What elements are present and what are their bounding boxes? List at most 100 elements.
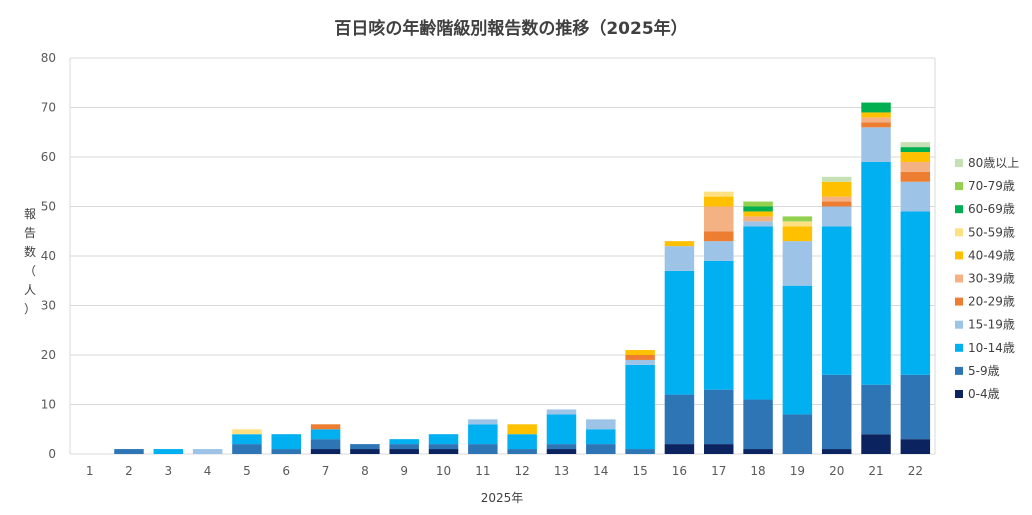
- y-axis-title-char: 報: [24, 207, 36, 221]
- y-tick-label: 40: [41, 249, 56, 263]
- y-axis-ticks: 0 10 20 30 40 50 60 70 80: [41, 51, 56, 461]
- y-tick-label: 70: [41, 101, 56, 115]
- legend-label: 10-14歳: [968, 341, 1015, 355]
- legend-label: 20-29歳: [968, 295, 1015, 309]
- bar-segment: [861, 117, 891, 123]
- bar-segment: [664, 246, 695, 271]
- bar-segment: [821, 449, 852, 454]
- bar-segment: [900, 211, 931, 375]
- x-tick-label: 21: [868, 464, 883, 478]
- bar-segment: [546, 409, 577, 415]
- bar-segment: [310, 424, 341, 430]
- x-tick-label: 5: [243, 464, 251, 478]
- legend-label: 15-19歳: [968, 318, 1015, 332]
- bar-segment: [546, 414, 577, 445]
- x-tick-label: 1: [86, 464, 94, 478]
- bar-segment: [900, 161, 931, 172]
- bar-segment: [782, 221, 813, 227]
- bar-segment: [192, 449, 223, 454]
- x-tick-label: 12: [515, 464, 530, 478]
- bar-segment: [664, 270, 695, 395]
- legend-swatch: [955, 228, 963, 237]
- y-axis-title: 報告数 （ 人 ）: [24, 207, 36, 316]
- bar-segment: [821, 206, 852, 227]
- bar-segment: [900, 147, 931, 153]
- bar-segment: [900, 171, 931, 182]
- legend-swatch: [955, 320, 963, 329]
- bar-segment: [468, 424, 498, 445]
- legend-swatch: [955, 366, 963, 375]
- bar-segment: [507, 424, 537, 435]
- bar-segment: [704, 196, 734, 207]
- x-tick-label: 20: [829, 464, 844, 478]
- bar-segment: [389, 444, 419, 450]
- bar-segment: [153, 449, 184, 454]
- bar-segment: [861, 122, 891, 128]
- bar-segment: [782, 414, 813, 454]
- bars: [114, 102, 931, 454]
- bar-segment: [586, 444, 616, 454]
- bar-segment: [821, 201, 852, 207]
- bar-segment: [821, 374, 852, 450]
- y-tick-label: 60: [41, 150, 56, 164]
- legend: 80歳以上 70-79歳 60-69歳 50-59歳 40-49歳 30-39歳 20-29…: [955, 156, 1019, 401]
- legend-label: 0-4歳: [968, 387, 1000, 401]
- legend-swatch: [955, 251, 963, 260]
- bar-segment: [900, 152, 931, 162]
- bar-segment: [743, 201, 773, 207]
- bar-segment: [743, 211, 773, 217]
- bar-segment: [546, 444, 577, 450]
- bar-segment: [625, 449, 655, 454]
- bar-segment: [546, 449, 577, 454]
- bar-segment: [861, 434, 891, 454]
- legend-label: 40-49歳: [968, 248, 1015, 262]
- legend-swatch: [955, 182, 963, 191]
- y-tick-label: 0: [48, 447, 56, 461]
- bar-segment: [743, 216, 773, 222]
- bar-segment: [625, 364, 655, 450]
- legend-swatch: [955, 274, 963, 283]
- bar-segment: [704, 231, 734, 242]
- bar-segment: [389, 439, 419, 445]
- legend-swatch: [955, 343, 963, 352]
- legend-label: 30-39歳: [968, 272, 1015, 286]
- bar-segment: [704, 191, 734, 197]
- bar-segment: [782, 226, 813, 242]
- y-axis-title-char: 数: [24, 244, 36, 259]
- x-tick-label: 16: [672, 464, 687, 478]
- bar-segment: [625, 355, 655, 360]
- bar-segment: [232, 444, 262, 454]
- x-tick-label: 10: [436, 464, 451, 478]
- x-tick-label: 8: [361, 464, 369, 478]
- bar-segment: [743, 399, 773, 450]
- legend-swatch: [955, 159, 963, 167]
- bar-segment: [704, 389, 734, 445]
- x-tick-label: 7: [322, 464, 330, 478]
- y-tick-label: 10: [41, 398, 56, 412]
- bar-segment: [232, 434, 262, 445]
- x-tick-label: 14: [593, 464, 608, 478]
- legend-label: 60-69歳: [968, 202, 1015, 216]
- y-axis-title-char: ）: [24, 302, 36, 316]
- legend-label: 5-9歳: [968, 364, 1000, 378]
- bar-segment: [861, 161, 891, 385]
- y-tick-label: 50: [41, 200, 56, 214]
- bar-segment: [704, 260, 734, 390]
- x-tick-label: 19: [790, 464, 805, 478]
- bar-segment: [743, 221, 773, 227]
- bar-segment: [310, 429, 341, 440]
- bar-segment: [861, 384, 891, 435]
- bar-segment: [271, 449, 301, 454]
- bar-segment: [114, 449, 144, 454]
- bar-segment: [743, 206, 773, 212]
- legend-swatch: [955, 205, 963, 214]
- x-tick-label: 15: [632, 464, 647, 478]
- bar-segment: [821, 196, 852, 202]
- bar-segment: [782, 241, 813, 286]
- legend-swatch: [955, 297, 963, 306]
- bar-segment: [664, 444, 695, 454]
- bar-segment: [900, 181, 931, 212]
- bar-segment: [586, 419, 616, 430]
- x-axis-ticks: 1 2 3 4 5 6 7 8 9 10 11 12 13 14 15 16 17 18 19 20 21 22: [86, 464, 923, 478]
- bar-segment: [743, 226, 773, 400]
